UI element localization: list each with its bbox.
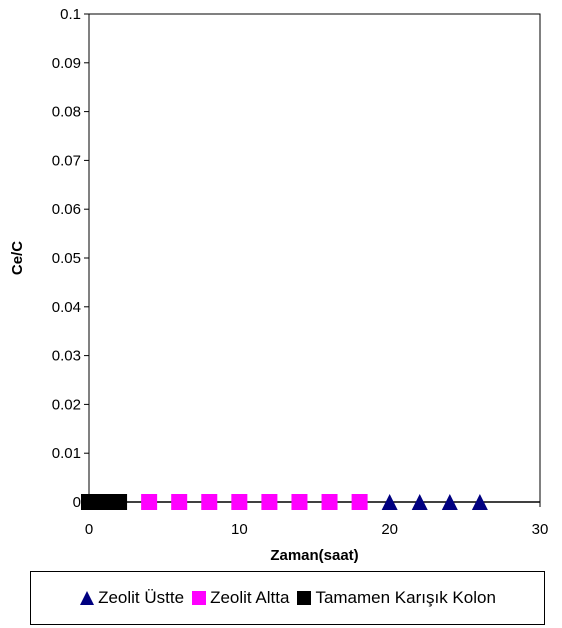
y-tick-label: 0.05 — [52, 250, 81, 267]
data-point-series-1 — [351, 494, 368, 510]
legend-label: Zeolit Üstte — [98, 588, 185, 607]
plot-area — [88, 13, 541, 503]
data-point-series-0 — [441, 494, 458, 510]
data-point-series-1 — [261, 494, 278, 510]
y-axis: 0 0.01 0.02 0.03 0.04 0.05 0.06 0.07 0.08 0.09 0.1 — [52, 6, 89, 511]
x-tick-label: 10 — [231, 521, 248, 538]
data-point-series-2 — [111, 494, 128, 510]
y-tick-label: 0.03 — [52, 348, 81, 365]
data-point-series-1 — [141, 494, 158, 510]
data-point-series-1 — [201, 494, 218, 510]
legend-item-zeolit-altta: Zeolit Altta — [191, 588, 289, 608]
legend-label: Zeolit Altta — [210, 588, 290, 607]
square-marker-icon — [297, 591, 312, 605]
y-tick-label: 0.04 — [52, 299, 81, 316]
x-axis-title: Zaman(saat) — [270, 547, 358, 564]
triangle-marker-icon — [80, 591, 95, 605]
x-tick-label: 20 — [381, 521, 398, 538]
data-marks — [81, 494, 488, 510]
data-point-series-0 — [471, 494, 488, 510]
data-point-series-1 — [291, 494, 308, 510]
y-tick-label: 0.02 — [52, 396, 81, 413]
y-tick-label: 0.06 — [52, 201, 81, 218]
legend-item-zeolit-ustte: Zeolit Üstte — [79, 588, 184, 608]
data-point-series-0 — [411, 494, 428, 510]
data-point-series-1 — [171, 494, 188, 510]
legend-label: Tamamen Karışık Kolon — [315, 588, 496, 607]
y-tick-label: 0.01 — [52, 445, 81, 462]
y-tick-label: 0.08 — [52, 104, 81, 121]
y-tick-label: 0.1 — [60, 6, 81, 23]
data-point-series-1 — [321, 494, 338, 510]
x-tick-label: 30 — [532, 521, 549, 538]
data-point-series-0 — [381, 494, 398, 510]
x-tick-label: 0 — [85, 521, 93, 538]
y-axis-title: Ce/C — [9, 241, 26, 275]
data-point-series-1 — [231, 494, 248, 510]
y-tick-label: 0 — [73, 494, 81, 511]
legend-item-tamamen-karisik-kolon: Tamamen Karışık Kolon — [296, 588, 496, 608]
y-tick-label: 0.09 — [52, 55, 81, 72]
chart: 0 0.01 0.02 0.03 0.04 0.05 0.06 0.07 0.08 0.09 0.1… — [9, 6, 549, 564]
square-marker-icon — [192, 591, 207, 605]
y-tick-label: 0.07 — [52, 152, 81, 169]
legend: Zeolit Üstte Zeolit Altta Tamamen Karışı… — [30, 571, 545, 625]
